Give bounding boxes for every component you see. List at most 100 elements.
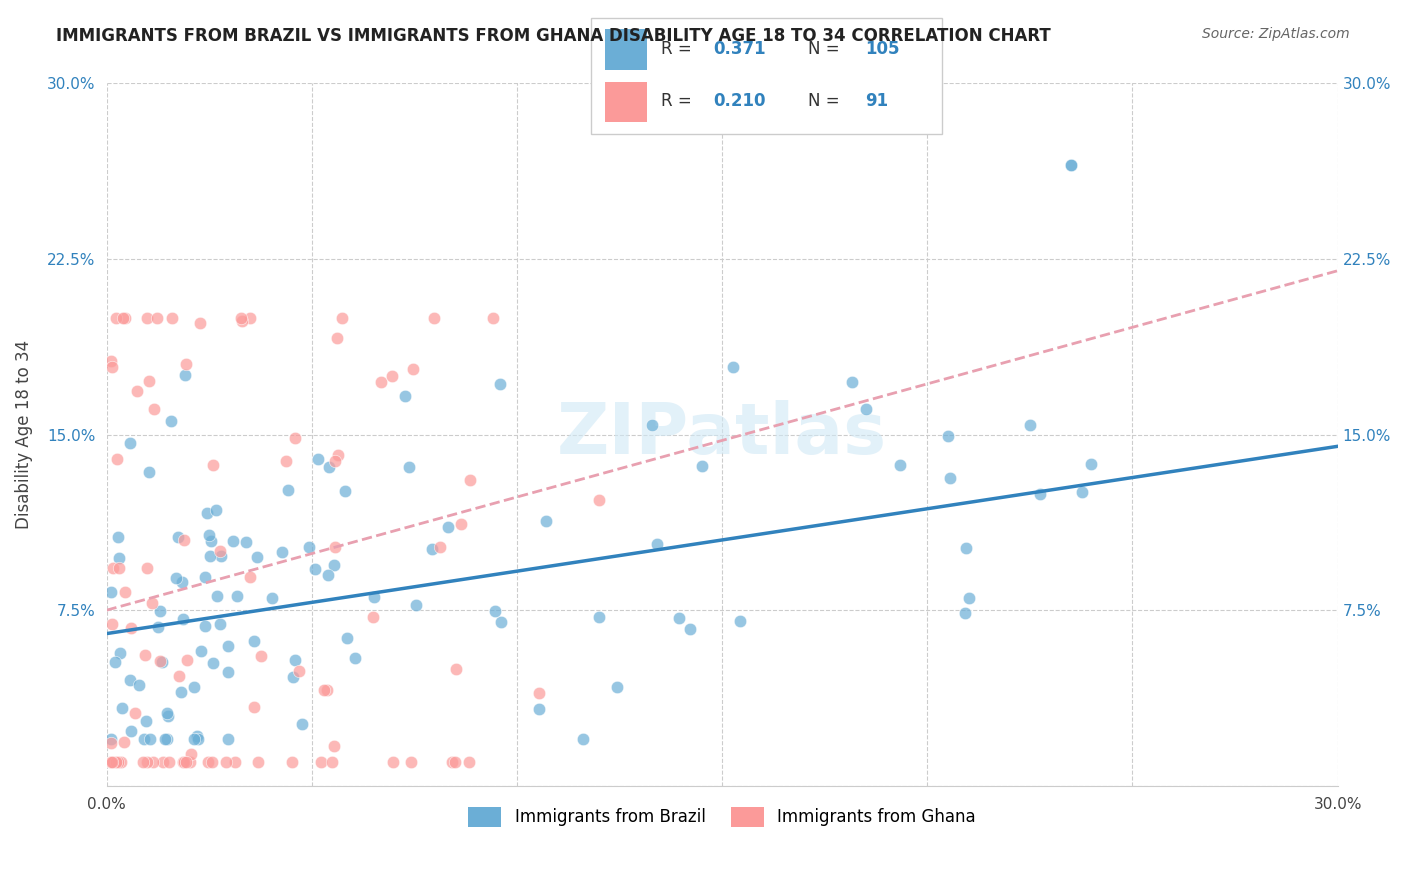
Point — [141, 596, 163, 610]
Point — [152, 756, 174, 770]
Point — [730, 614, 752, 628]
Point — [239, 570, 262, 584]
Point — [246, 756, 269, 770]
Point — [124, 706, 146, 721]
Point — [172, 612, 194, 626]
Point — [136, 756, 159, 770]
Point — [1029, 487, 1052, 501]
Point — [174, 368, 197, 383]
Point — [440, 756, 463, 770]
Point — [1071, 485, 1094, 500]
Point — [202, 657, 225, 671]
Point — [110, 756, 132, 770]
FancyBboxPatch shape — [605, 29, 647, 70]
Point — [139, 731, 162, 746]
Point — [136, 561, 159, 575]
Point — [222, 533, 245, 548]
Point — [190, 644, 212, 658]
Point — [226, 589, 249, 603]
Point — [197, 756, 219, 770]
Point — [118, 673, 141, 687]
Text: 0.371: 0.371 — [713, 40, 766, 58]
Point — [343, 651, 366, 665]
Point — [112, 310, 135, 325]
Point — [336, 631, 359, 645]
Point — [323, 739, 346, 754]
Point — [288, 664, 311, 678]
Point — [157, 756, 180, 770]
Point — [143, 401, 166, 416]
Point — [284, 431, 307, 445]
Point — [100, 736, 122, 750]
Point — [165, 571, 187, 585]
Point — [173, 533, 195, 547]
Point — [281, 670, 304, 684]
Point — [307, 451, 329, 466]
Point — [326, 331, 349, 345]
Point — [243, 699, 266, 714]
Point — [484, 604, 506, 618]
Point — [156, 731, 179, 746]
Point — [318, 568, 340, 582]
Point — [260, 591, 283, 605]
Point — [957, 591, 980, 606]
Point — [955, 606, 977, 620]
Point — [218, 665, 240, 679]
Point — [955, 541, 977, 556]
Point — [134, 731, 156, 746]
Point — [105, 310, 128, 325]
Point — [108, 561, 131, 575]
Point — [135, 714, 157, 729]
Point — [107, 756, 129, 770]
Point — [149, 654, 172, 668]
Point — [194, 570, 217, 584]
Point — [201, 756, 224, 770]
Text: ZIPatlas: ZIPatlas — [557, 401, 887, 469]
FancyBboxPatch shape — [591, 18, 942, 134]
Point — [450, 516, 472, 531]
FancyBboxPatch shape — [605, 82, 647, 122]
Point — [316, 683, 339, 698]
Point — [100, 731, 122, 746]
Text: R =: R = — [661, 93, 697, 111]
Point — [1060, 158, 1083, 172]
Point — [889, 458, 911, 472]
Point — [399, 756, 422, 770]
Text: N =: N = — [808, 40, 845, 58]
Point — [217, 639, 239, 653]
Point — [100, 585, 122, 599]
Point — [298, 540, 321, 554]
Point — [382, 756, 405, 770]
Point — [100, 756, 122, 770]
Point — [136, 310, 159, 325]
Text: 105: 105 — [865, 40, 900, 58]
Point — [482, 310, 505, 325]
Point — [120, 621, 142, 635]
Point — [1060, 158, 1083, 172]
Point — [645, 537, 668, 551]
Point — [108, 646, 131, 660]
Point — [128, 678, 150, 692]
Point — [224, 756, 246, 770]
Point — [100, 756, 122, 770]
Point — [195, 506, 218, 520]
Point — [679, 623, 702, 637]
Point — [198, 549, 221, 563]
Point — [436, 520, 458, 534]
Point — [361, 610, 384, 624]
Point — [107, 530, 129, 544]
Point — [197, 528, 219, 542]
Text: N =: N = — [808, 93, 845, 111]
Point — [231, 310, 253, 325]
Text: Source: ZipAtlas.com: Source: ZipAtlas.com — [1202, 27, 1350, 41]
Point — [100, 354, 122, 368]
Point — [1019, 417, 1042, 432]
Point — [207, 589, 229, 603]
Point — [394, 389, 416, 403]
Point — [194, 619, 217, 633]
Point — [160, 414, 183, 428]
Point — [274, 454, 297, 468]
Point — [112, 735, 135, 749]
Point — [527, 701, 550, 715]
Point — [444, 662, 467, 676]
